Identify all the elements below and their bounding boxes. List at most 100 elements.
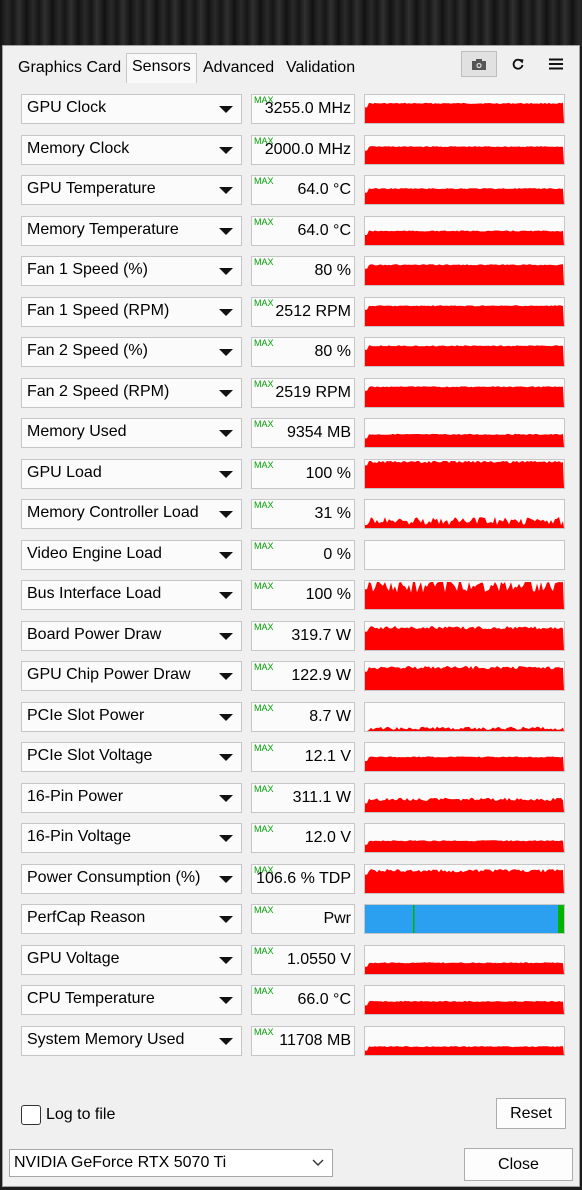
sensor-name-dropdown[interactable]: 16-Pin Power xyxy=(21,782,242,813)
sensor-graph xyxy=(364,782,565,813)
graph-area xyxy=(365,304,564,326)
dropdown-arrow-icon xyxy=(219,673,233,680)
sensor-name-dropdown[interactable]: Fan 1 Speed (RPM) xyxy=(21,296,242,327)
tab-advanced[interactable]: Advanced xyxy=(203,59,275,76)
sensor-name-dropdown[interactable]: Power Consumption (%) xyxy=(21,863,242,894)
max-indicator: MAX xyxy=(254,95,274,105)
sensor-value: 64.0 °C xyxy=(297,181,351,198)
dropdown-arrow-icon xyxy=(219,916,233,923)
sensor-value-box[interactable]: MAX 80 % xyxy=(251,337,355,367)
menu-button[interactable] xyxy=(539,51,573,77)
dropdown-arrow-icon xyxy=(219,308,233,316)
sensor-name-label: GPU Temperature xyxy=(27,180,156,197)
sensor-value-box[interactable]: MAX 2000.0 MHz xyxy=(251,134,355,165)
sensor-name-dropdown[interactable]: Fan 2 Speed (%) xyxy=(21,337,242,367)
sensor-graph xyxy=(364,620,565,651)
sensor-value-box[interactable]: MAX 122.9 W xyxy=(251,661,355,691)
sensor-value-box[interactable]: MAX 11708 MB xyxy=(251,1025,355,1056)
sensor-name-dropdown[interactable]: Bus Interface Load xyxy=(21,580,242,610)
sensor-graph xyxy=(364,742,565,772)
sensor-name-dropdown[interactable]: GPU Voltage xyxy=(21,944,242,975)
tab-graphics-card[interactable]: Graphics Card xyxy=(18,59,122,76)
reset-button[interactable]: Reset xyxy=(496,1098,566,1129)
sensor-name-dropdown[interactable]: Board Power Draw xyxy=(21,620,242,651)
sensor-value-box[interactable]: MAX 31 % xyxy=(251,499,355,529)
max-indicator: MAX xyxy=(254,621,274,632)
refresh-button[interactable] xyxy=(501,51,535,77)
sensor-value-box[interactable]: MAX 319.7 W xyxy=(251,620,355,651)
camera-icon xyxy=(472,59,486,70)
sensor-name-dropdown[interactable]: GPU Chip Power Draw xyxy=(21,661,242,691)
sensor-value-box[interactable]: MAX 8.7 W xyxy=(251,701,355,732)
log-to-file-checkbox[interactable] xyxy=(21,1105,41,1125)
sensor-name-dropdown[interactable]: GPU Clock xyxy=(21,94,242,124)
sensor-value-box[interactable]: MAX 64.0 °C xyxy=(251,215,355,246)
sensor-name-dropdown[interactable]: Video Engine Load xyxy=(21,539,242,570)
sensor-value: 64.0 °C xyxy=(297,221,351,239)
dropdown-arrow-icon xyxy=(219,389,233,397)
dropdown-arrow-icon xyxy=(219,146,233,154)
graph-area xyxy=(365,460,564,488)
sensor-name-label: PCIe Slot Voltage xyxy=(27,747,153,764)
dropdown-arrow-icon xyxy=(219,956,233,964)
max-indicator: MAX xyxy=(254,581,274,591)
sensor-value-box[interactable]: MAX 1.0550 V xyxy=(251,944,355,975)
tab-sensors[interactable]: Sensors xyxy=(126,53,197,83)
gpu-select-dropdown[interactable]: NVIDIA GeForce RTX 5070 Ti xyxy=(9,1149,333,1177)
sensor-graph xyxy=(364,580,565,610)
sensor-value-box[interactable]: MAX 311.1 W xyxy=(251,782,355,813)
sensor-value-box[interactable]: MAX 9354 MB xyxy=(251,418,355,448)
sensor-value-box[interactable]: MAX 12.0 V xyxy=(251,823,355,853)
dropdown-arrow-icon xyxy=(219,187,233,194)
sensor-name-dropdown[interactable]: GPU Load xyxy=(21,458,242,489)
sensor-graph xyxy=(364,256,565,286)
sensor-row-perfcap-reason: PerfCap Reason MAX Pwr xyxy=(3,904,581,936)
sensor-name-dropdown[interactable]: System Memory Used xyxy=(21,1025,242,1056)
sensor-value-box[interactable]: MAX 100 % xyxy=(251,458,355,489)
sensor-value-box[interactable]: MAX 66.0 °C xyxy=(251,985,355,1015)
sensor-graph-plot xyxy=(365,145,564,164)
hamburger-menu-icon xyxy=(549,58,563,70)
sensor-value-box[interactable]: MAX 2512 RPM xyxy=(251,296,355,327)
sensor-value-box[interactable]: MAX 2519 RPM xyxy=(251,377,355,408)
screenshot-button[interactable] xyxy=(461,51,497,77)
sensor-row-memory-clock: Memory Clock MAX 2000.0 MHz xyxy=(3,134,581,167)
sensor-graph-plot xyxy=(365,188,564,204)
sensor-value-box[interactable]: MAX Pwr xyxy=(251,904,355,934)
sensor-name-dropdown[interactable]: Memory Temperature xyxy=(21,215,242,246)
sensor-name-dropdown[interactable]: Fan 1 Speed (%) xyxy=(21,256,242,286)
sensor-name-dropdown[interactable]: GPU Temperature xyxy=(21,175,242,205)
sensor-name-dropdown[interactable]: PCIe Slot Voltage xyxy=(21,742,242,772)
sensor-graph xyxy=(364,296,565,327)
perfcap-marker xyxy=(413,905,415,933)
sensor-name-dropdown[interactable]: PerfCap Reason xyxy=(21,904,242,934)
sensor-value-box[interactable]: MAX 80 % xyxy=(251,256,355,286)
graph-area xyxy=(365,102,564,123)
graph-area xyxy=(365,665,564,690)
sensor-value-box[interactable]: MAX 106.6 % TDP xyxy=(251,863,355,894)
sensor-name-label: Fan 1 Speed (%) xyxy=(27,261,148,278)
sensor-name-dropdown[interactable]: Memory Used xyxy=(21,418,242,448)
sensor-graph-plot xyxy=(365,385,564,407)
close-button[interactable]: Close xyxy=(464,1148,573,1181)
sensor-name-dropdown[interactable]: CPU Temperature xyxy=(21,985,242,1015)
sensor-value-box[interactable]: MAX 100 % xyxy=(251,580,355,610)
dropdown-arrow-icon xyxy=(219,551,233,559)
sensor-value-box[interactable]: MAX 0 % xyxy=(251,539,355,570)
sensor-graph xyxy=(364,94,565,124)
sensor-name-dropdown[interactable]: 16-Pin Voltage xyxy=(21,823,242,853)
sensor-graph-plot xyxy=(365,726,564,731)
sensor-value-box[interactable]: MAX 64.0 °C xyxy=(251,175,355,205)
sensor-value-box[interactable]: MAX 3255.0 MHz xyxy=(251,94,355,124)
sensor-name-dropdown[interactable]: Memory Clock xyxy=(21,134,242,165)
sensor-name-dropdown[interactable]: Fan 2 Speed (RPM) xyxy=(21,377,242,408)
sensor-graph-plot xyxy=(365,304,564,326)
tab-validation[interactable]: Validation xyxy=(286,59,356,76)
sensor-name-dropdown[interactable]: Memory Controller Load xyxy=(21,499,242,529)
sensor-value-box[interactable]: MAX 12.1 V xyxy=(251,742,355,772)
graph-area xyxy=(365,264,564,285)
sensor-name-dropdown[interactable]: PCIe Slot Power xyxy=(21,701,242,732)
sensor-name-label: Fan 2 Speed (RPM) xyxy=(27,382,170,400)
sensor-graph-plot xyxy=(365,264,564,285)
max-indicator: MAX xyxy=(254,176,274,186)
